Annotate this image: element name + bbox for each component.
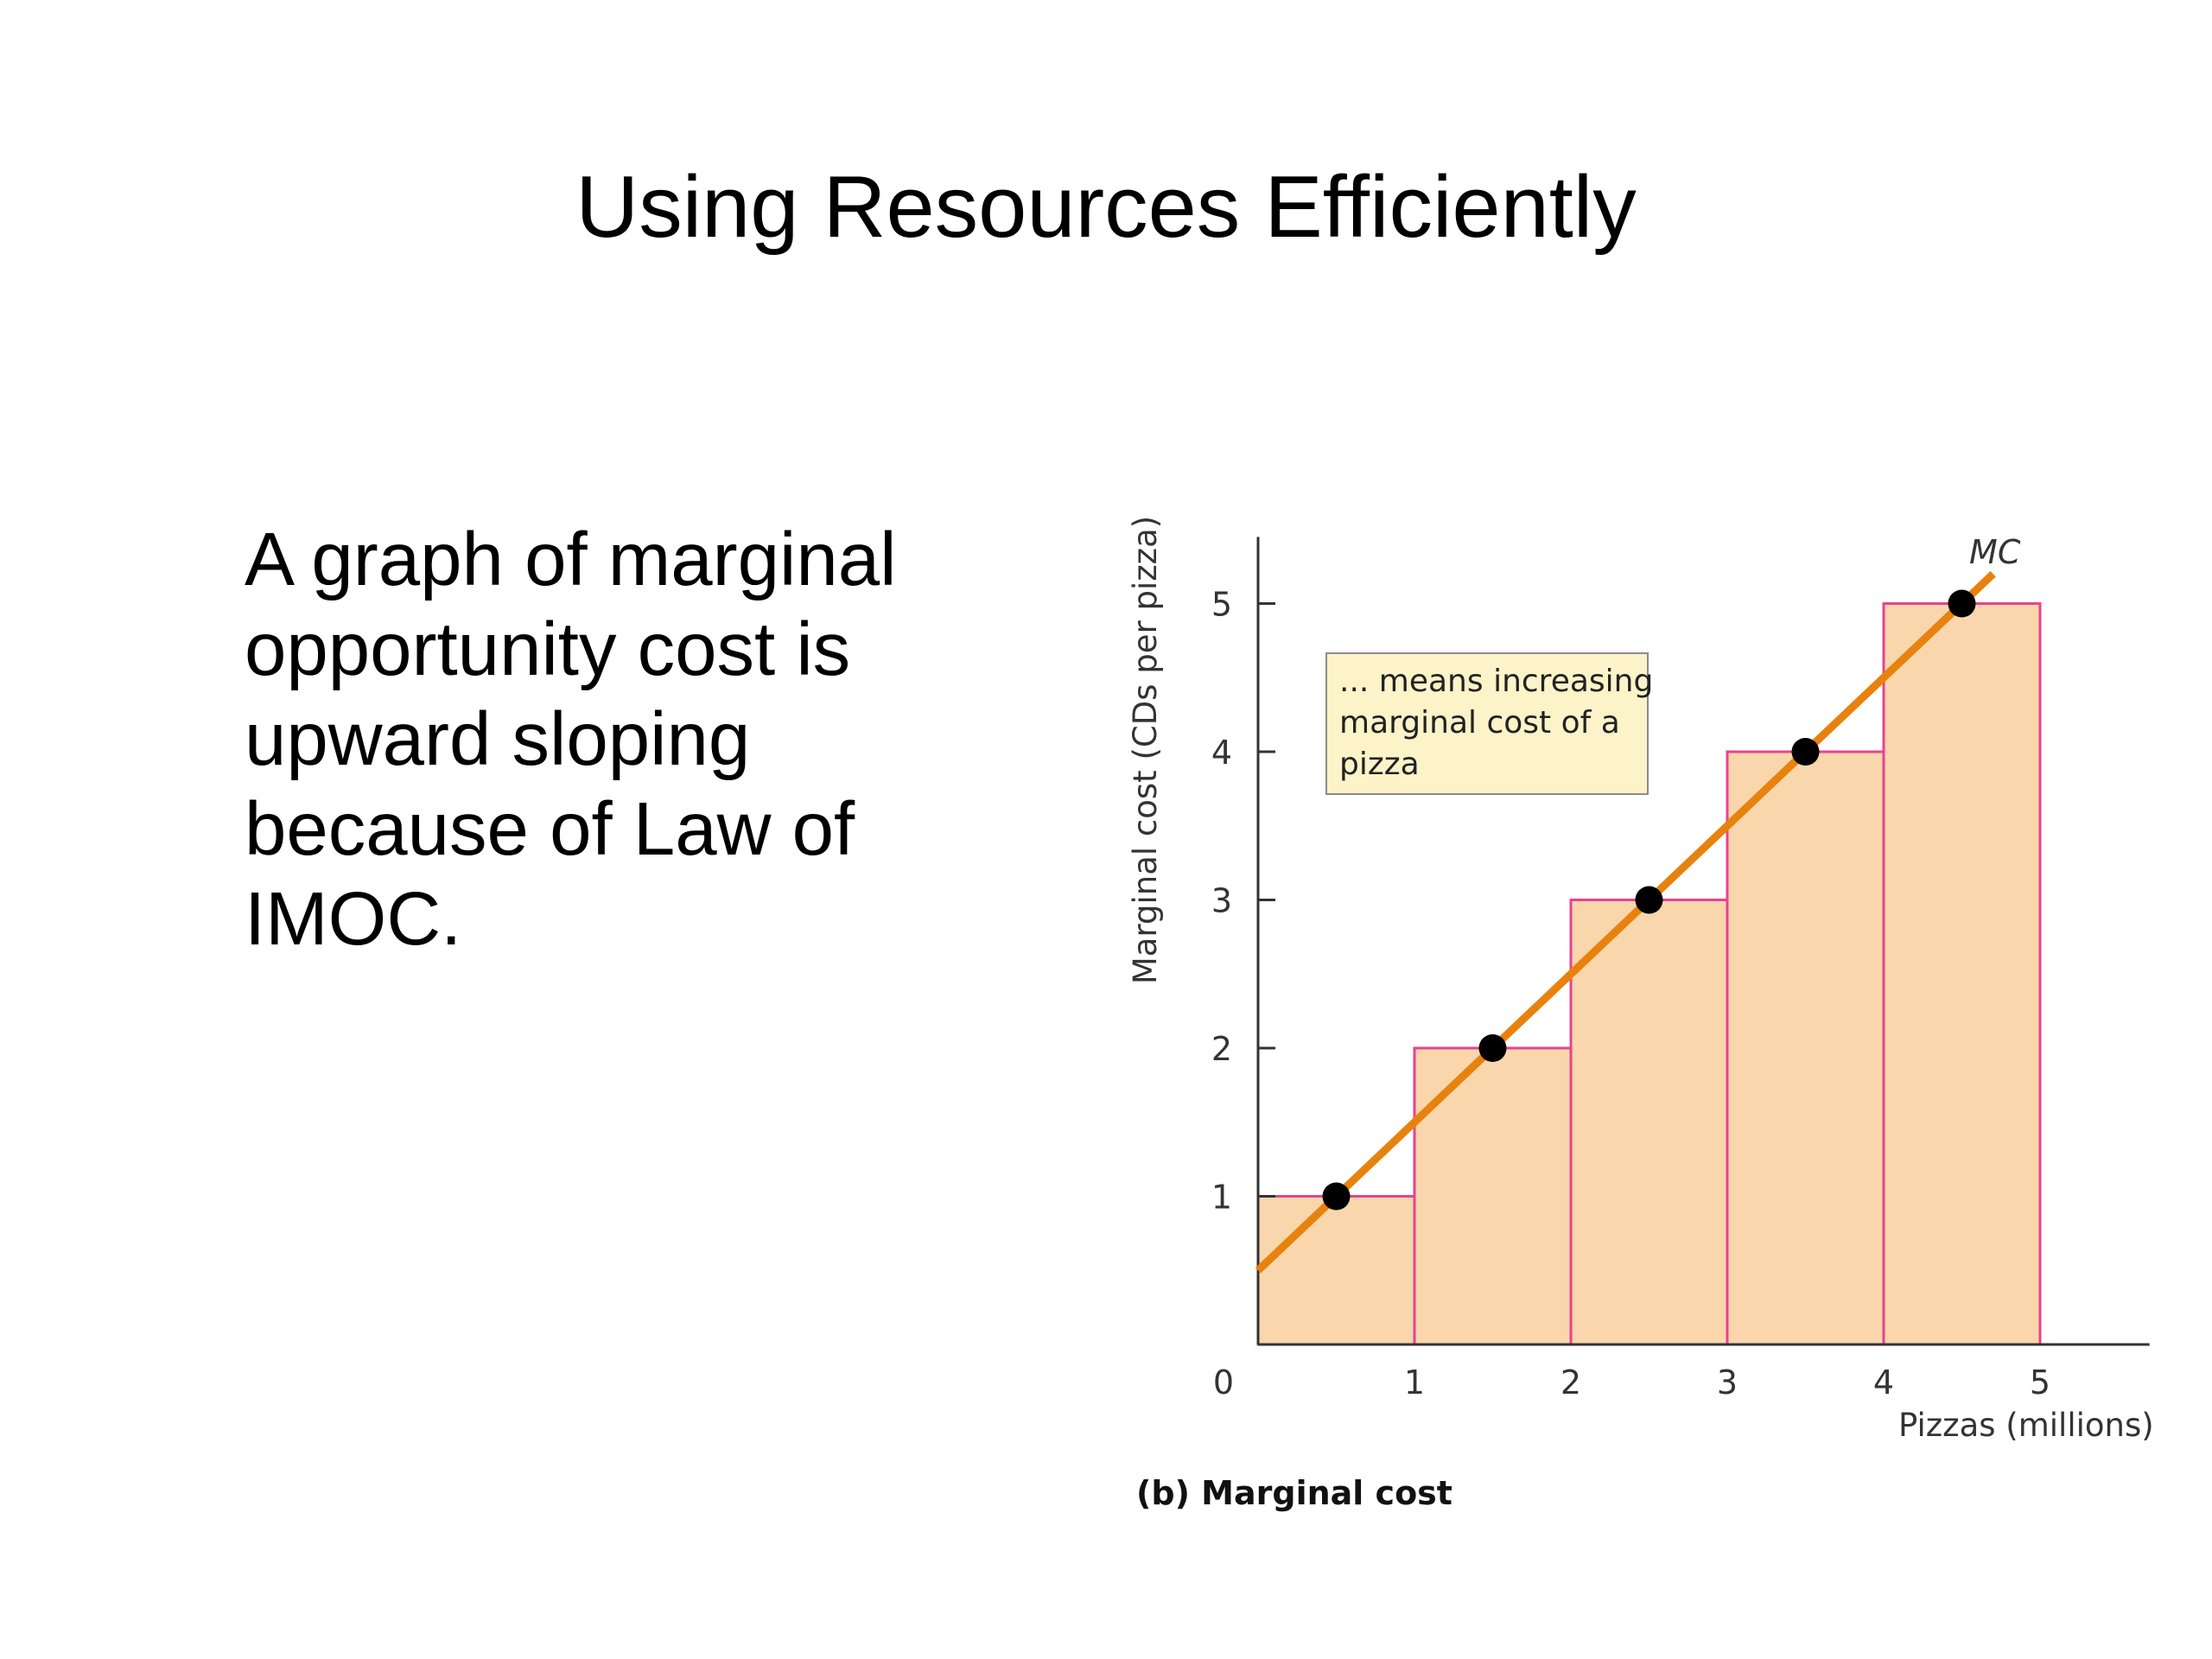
x-tick-label: 5 xyxy=(2030,1363,2050,1402)
body-line: A graph of marginal xyxy=(245,518,897,601)
bar xyxy=(1256,1195,1416,1346)
y-tick-label: 4 xyxy=(1211,734,1232,772)
bar xyxy=(1726,750,1885,1346)
body-line: because of Law of xyxy=(245,787,855,871)
y-tick-label: 5 xyxy=(1211,586,1232,624)
y-axis-label: Marginal cost (CDs per pizza) xyxy=(1127,516,1164,984)
data-point xyxy=(1791,738,1820,766)
x-tick-label: 1 xyxy=(1404,1363,1425,1402)
body-line: upward sloping xyxy=(245,697,751,781)
y-tick-label: 2 xyxy=(1211,1030,1232,1068)
y-tick-label: 1 xyxy=(1211,1179,1232,1217)
bar xyxy=(1882,602,2042,1346)
x-axis-label: Pizzas (millions) xyxy=(1898,1407,2154,1444)
body-line: IMOC. xyxy=(245,877,462,961)
bar xyxy=(1413,1046,1573,1346)
x-tick-label: 3 xyxy=(1717,1363,1738,1402)
data-point xyxy=(1478,1034,1507,1062)
body-line: opportunity cost is xyxy=(245,607,851,691)
x-tick-label: 2 xyxy=(1560,1363,1581,1402)
mc-line xyxy=(1255,570,1996,1274)
mc-label: MC xyxy=(1969,533,2021,571)
slide-title: Using Resources Efficiently xyxy=(575,159,1637,256)
bar xyxy=(1569,899,1729,1346)
annotation-line: marginal cost of a xyxy=(1339,705,1620,741)
x-tick-label: 0 xyxy=(1213,1363,1234,1402)
y-tick-label: 3 xyxy=(1211,882,1232,920)
data-point xyxy=(1948,589,1976,618)
annotation-box: ... means increasing marginal cost of a … xyxy=(1325,652,1654,795)
chart-caption: (b) Marginal cost xyxy=(1136,1474,1452,1512)
annotation-line: pizza xyxy=(1339,747,1420,782)
body-text: A graph of marginal opportunity cost is … xyxy=(245,515,1022,964)
x-tick-label: 4 xyxy=(1873,1363,1894,1402)
data-point xyxy=(1635,886,1663,914)
annotation-line: ... means increasing xyxy=(1339,664,1654,699)
data-point xyxy=(1322,1182,1351,1211)
